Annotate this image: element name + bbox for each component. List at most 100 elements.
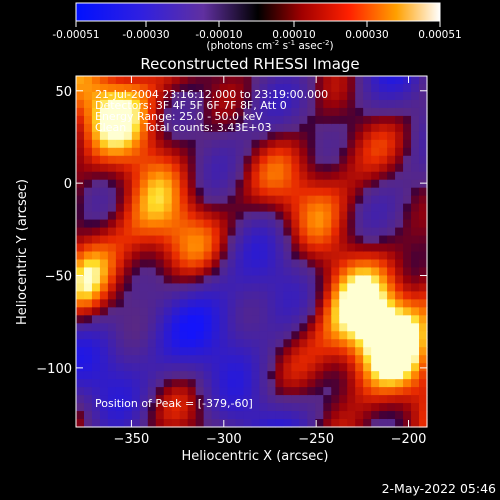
heatmap-cell [171,235,181,245]
heatmap-cell [227,155,237,165]
heatmap-cell [259,259,269,269]
heatmap-cell [219,171,229,181]
heatmap-cell [155,339,165,348]
heatmap-cell [387,163,396,173]
heatmap-cell [267,187,277,197]
heatmap-cell [123,315,133,324]
heatmap-cell [76,251,85,261]
heatmap-cell [387,371,396,380]
heatmap-cell [379,235,388,245]
heatmap-cell [291,251,300,261]
heatmap-cell [179,147,189,157]
heatmap-cell [76,131,85,141]
heatmap-cell [323,91,332,101]
heatmap-cell [363,259,372,269]
heatmap-cell [211,411,221,420]
heatmap-cell [147,323,157,332]
heatmap-cell [171,283,181,292]
heatmap-cell [99,131,109,141]
heatmap-cell [139,163,149,173]
heatmap-cell [339,219,348,229]
heatmap-cell [419,403,428,412]
heatmap-cell [331,395,340,404]
heatmap-cell [371,203,380,213]
heatmap-cell [251,243,261,253]
heatmap-cell [219,147,229,157]
heatmap-cell [307,339,316,348]
heatmap-cell [235,347,245,356]
heatmap-cell [171,123,181,133]
heatmap-cell [307,115,316,125]
heatmap-cell [203,267,213,277]
colorbar-tick-label: 0.00030 [345,29,388,41]
heatmap-cell [107,91,117,101]
heatmap-cell [275,147,285,157]
heatmap-cell [379,171,388,181]
heatmap-cell [307,171,316,181]
heatmap-cell [371,131,380,141]
colorbar [75,2,441,22]
heatmap-cell [91,419,101,428]
heatmap-cell [211,395,221,404]
heatmap-cell [291,227,300,237]
heatmap-cell [123,219,133,229]
heatmap-cell [387,99,396,109]
heatmap-cell [315,203,324,213]
heatmap-cell [155,355,165,364]
heatmap-cell [147,291,157,300]
heatmap-cell [323,83,332,93]
heatmap-cell [339,299,348,308]
heatmap-cell [355,347,364,356]
heatmap-cell [283,179,292,189]
heatmap-cell [379,403,388,412]
heatmap-cell [91,299,101,308]
heatmap-cell [379,99,388,109]
heatmap-cell [371,403,380,412]
heatmap-cell [76,411,85,420]
heatmap-cell [195,235,205,245]
heatmap-cell [76,171,85,181]
heatmap-cell [139,307,149,316]
heatmap-cell [371,219,380,229]
heatmap-cell [371,387,380,396]
heatmap-cell [171,387,181,396]
heatmap-cell [187,331,197,340]
heatmap-cell [139,315,149,324]
heatmap-cell [267,307,277,316]
heatmap-cell [187,187,197,197]
heatmap-cell [227,259,237,269]
heatmap-cell [219,355,229,364]
heatmap-cell [363,123,372,133]
heatmap-cell [371,179,380,189]
heatmap-cell [315,83,324,93]
heatmap-cell [99,171,109,181]
heatmap-cell [99,251,109,261]
heatmap-cell [379,203,388,213]
heatmap-cell [155,83,165,93]
heatmap-cell [235,259,245,269]
heatmap-cell [131,195,141,205]
heatmap-cell [83,139,93,149]
heatmap-cell [107,163,117,173]
heatmap-cell [299,251,308,261]
heatmap-cell [235,147,245,157]
heatmap-cell [339,99,348,109]
heatmap-cell [259,243,269,253]
heatmap-cell [243,123,253,133]
heatmap-cell [339,363,348,372]
heatmap-cell [347,227,356,237]
heatmap-cell [379,123,388,133]
heatmap-cell [163,315,173,324]
heatmap-cell [275,291,285,300]
heatmap-cell [107,227,117,237]
heatmap-cell [155,187,165,197]
heatmap-cell [211,355,221,364]
annotation-energy-range: Energy Range: 25.0 - 50.0 keV [95,110,263,123]
heatmap-cell [91,195,101,205]
heatmap-cell [171,139,181,149]
heatmap-cell [379,131,388,141]
heatmap-cell [235,187,245,197]
heatmap-cell [171,355,181,364]
heatmap-cell [235,219,245,229]
heatmap-cell [147,195,157,205]
